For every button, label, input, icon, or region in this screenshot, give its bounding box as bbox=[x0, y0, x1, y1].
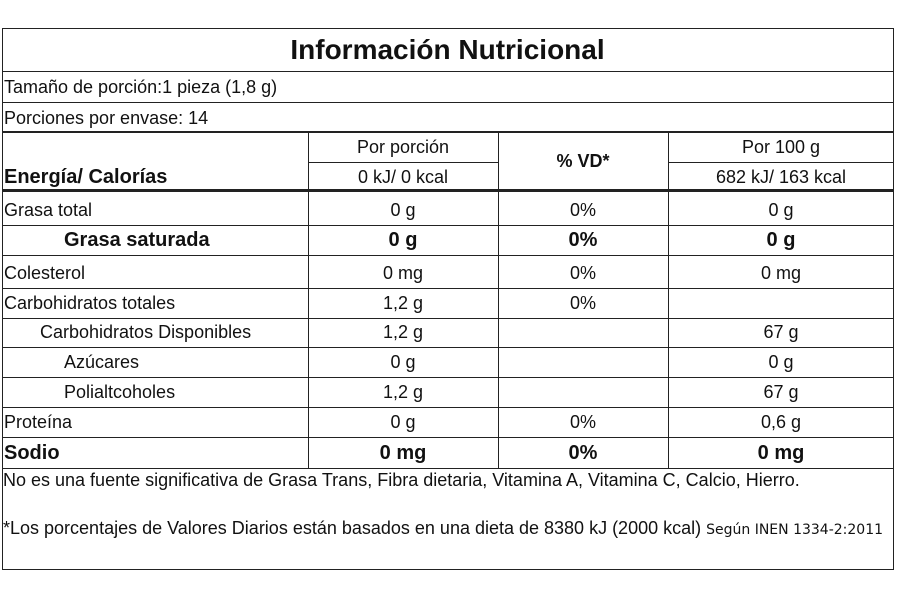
rule bbox=[668, 162, 894, 163]
col-header: % VD* bbox=[556, 151, 610, 171]
rule bbox=[2, 377, 894, 378]
rule bbox=[2, 225, 894, 226]
rule bbox=[2, 347, 894, 348]
rule bbox=[2, 318, 894, 319]
energy-label: Energía/ Calorías bbox=[4, 166, 168, 188]
per-100g: 0,6 g bbox=[760, 412, 802, 432]
footer-vd: *Los porcentajes de Valores Diarios está… bbox=[3, 516, 895, 542]
row-name: Carbohidratos Disponibles bbox=[40, 322, 252, 342]
rule bbox=[2, 288, 894, 289]
vd: 0% bbox=[568, 229, 598, 251]
frame bbox=[2, 28, 894, 570]
vd-note: *Los porcentajes de Valores Diarios está… bbox=[3, 518, 702, 538]
per-100g: 67 g bbox=[763, 382, 799, 402]
serving-size: Tamaño de porción:1 pieza (1,8 g) bbox=[4, 77, 278, 97]
per-portion: 1,2 g bbox=[382, 382, 424, 402]
rule bbox=[308, 162, 498, 163]
rule bbox=[2, 468, 894, 469]
per-portion: 1,2 g bbox=[382, 293, 424, 313]
per-portion: 0 mg bbox=[379, 442, 427, 464]
row-name: Grasa saturada bbox=[64, 229, 210, 251]
col-rule bbox=[668, 132, 669, 468]
rule bbox=[2, 255, 894, 256]
rule bbox=[2, 189, 894, 192]
rule bbox=[2, 102, 894, 103]
per-portion: 0 g bbox=[388, 229, 418, 251]
row-name: Colesterol bbox=[4, 263, 86, 283]
per-portion: 0 mg bbox=[382, 263, 424, 283]
per-100g: 0 mg bbox=[757, 442, 805, 464]
vd: 0% bbox=[569, 263, 596, 283]
per-100g: 0 g bbox=[768, 352, 794, 372]
per-100g: 0 g bbox=[766, 229, 796, 251]
per-portion: 0 g bbox=[390, 412, 416, 432]
vd: 0% bbox=[569, 200, 596, 220]
rule bbox=[2, 71, 894, 72]
row-name: Azúcares bbox=[64, 352, 140, 372]
per-portion: 0 g bbox=[390, 200, 416, 220]
per-portion: 1,2 g bbox=[382, 322, 424, 342]
rule bbox=[2, 131, 894, 133]
col-header: Por porción bbox=[356, 137, 450, 157]
row-name: Proteína bbox=[4, 412, 73, 432]
row-name: Carbohidratos totales bbox=[4, 293, 176, 313]
col-rule bbox=[308, 132, 309, 468]
per-100g: 67 g bbox=[763, 322, 799, 342]
col-header: 682 kJ/ 163 kcal bbox=[715, 167, 847, 187]
col-rule bbox=[498, 132, 499, 468]
footer-note: No es una fuente significativa de Grasa … bbox=[3, 470, 800, 490]
per-100g: 0 mg bbox=[760, 263, 802, 283]
vd: 0% bbox=[568, 442, 598, 464]
rule bbox=[2, 407, 894, 408]
col-header: Por 100 g bbox=[741, 137, 821, 157]
standard: Según INEN 1334-2:2011 bbox=[706, 522, 884, 538]
vd: 0% bbox=[569, 293, 596, 313]
title: Información Nutricional bbox=[290, 34, 605, 65]
rule bbox=[2, 437, 894, 438]
row-name: Sodio bbox=[4, 442, 60, 464]
servings: Porciones por envase: 14 bbox=[4, 108, 209, 128]
per-portion: 0 g bbox=[390, 352, 416, 372]
vd: 0% bbox=[569, 412, 596, 432]
col-header: 0 kJ/ 0 kcal bbox=[357, 167, 449, 187]
row-name: Grasa total bbox=[4, 200, 93, 220]
per-100g: 0 g bbox=[768, 200, 794, 220]
row-name: Polialtcoholes bbox=[64, 382, 176, 402]
